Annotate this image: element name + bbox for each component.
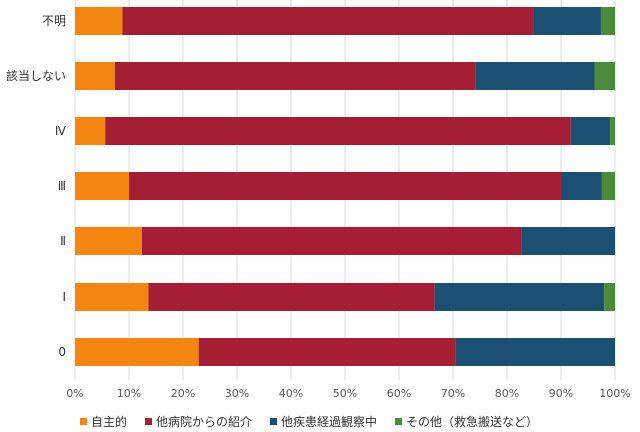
bar-segment — [198, 338, 456, 366]
bar-segment — [594, 62, 615, 90]
x-tick-label: 10% — [117, 387, 141, 400]
bar-segment — [561, 172, 602, 200]
bar-segment — [129, 172, 561, 200]
legend-label-referral: 他病院からの紹介 — [156, 415, 253, 429]
bar-segment — [75, 283, 149, 311]
bar-segment — [600, 7, 615, 35]
y-category-label: 該当しない — [6, 68, 66, 83]
x-tick-label: 0% — [66, 387, 83, 400]
x-tick-label: 70% — [441, 387, 465, 400]
bar-segment — [521, 227, 615, 255]
legend-item-referral: 他病院からの紹介 — [145, 413, 252, 430]
y-category-label: 不明 — [42, 14, 66, 28]
bar-segment — [141, 227, 522, 255]
legend: 自主的 他病院からの紹介 他疾患経過観察中 その他（救急搬送など） — [80, 413, 538, 430]
legend-label-other: その他（救急搬送など） — [406, 415, 539, 429]
legend-swatch-referral — [145, 418, 153, 425]
legend-item-other: その他（救急搬送など） — [395, 413, 538, 430]
x-tick-label: 20% — [171, 387, 195, 400]
x-tick-label: 100% — [599, 387, 630, 400]
bar-segment — [75, 338, 199, 366]
bar-segment — [601, 172, 615, 200]
x-tick-label: 80% — [495, 387, 519, 400]
bar-segment — [475, 62, 595, 90]
x-tick-label: 90% — [549, 387, 573, 400]
bar-segment — [122, 7, 534, 35]
x-tick-label: 40% — [279, 387, 303, 400]
legend-label-voluntary: 自主的 — [91, 415, 128, 429]
bar-segment — [75, 117, 106, 145]
bar-segment — [455, 338, 615, 366]
bar-segment — [114, 62, 476, 90]
legend-swatch-observation — [270, 418, 278, 425]
y-category-label: Ⅰ — [62, 290, 66, 304]
legend-item-voluntary: 自主的 — [80, 413, 127, 430]
y-category-label: Ⅲ — [58, 179, 66, 193]
bar-segment — [75, 172, 129, 200]
bar-segment — [148, 283, 435, 311]
legend-swatch-voluntary — [80, 418, 87, 425]
bar-segment — [75, 62, 115, 90]
y-category-label: Ⅳ — [55, 124, 66, 138]
legend-swatch-other — [395, 418, 403, 425]
bar-segment — [604, 283, 615, 311]
x-tick-label: 60% — [387, 387, 411, 400]
legend-label-observation: 他疾患経過観察中 — [281, 415, 378, 429]
bar-segment — [434, 283, 605, 311]
bar-segment — [75, 227, 142, 255]
y-category-label: 0 — [58, 345, 66, 359]
bar-segment — [533, 7, 601, 35]
bars — [75, 7, 615, 366]
x-axis-labels: 0% 10% 20% 30% 40% 50% 60% 70% 80% 90% 100% — [66, 387, 630, 400]
y-category-label: Ⅱ — [60, 234, 66, 248]
bar-segment — [610, 117, 615, 145]
x-tick-label: 30% — [225, 387, 249, 400]
bar-segment — [570, 117, 611, 145]
x-tick-label: 50% — [333, 387, 357, 400]
legend-item-observation: 他疾患経過観察中 — [270, 413, 377, 430]
bar-segment — [105, 117, 571, 145]
bar-segment — [75, 7, 123, 35]
